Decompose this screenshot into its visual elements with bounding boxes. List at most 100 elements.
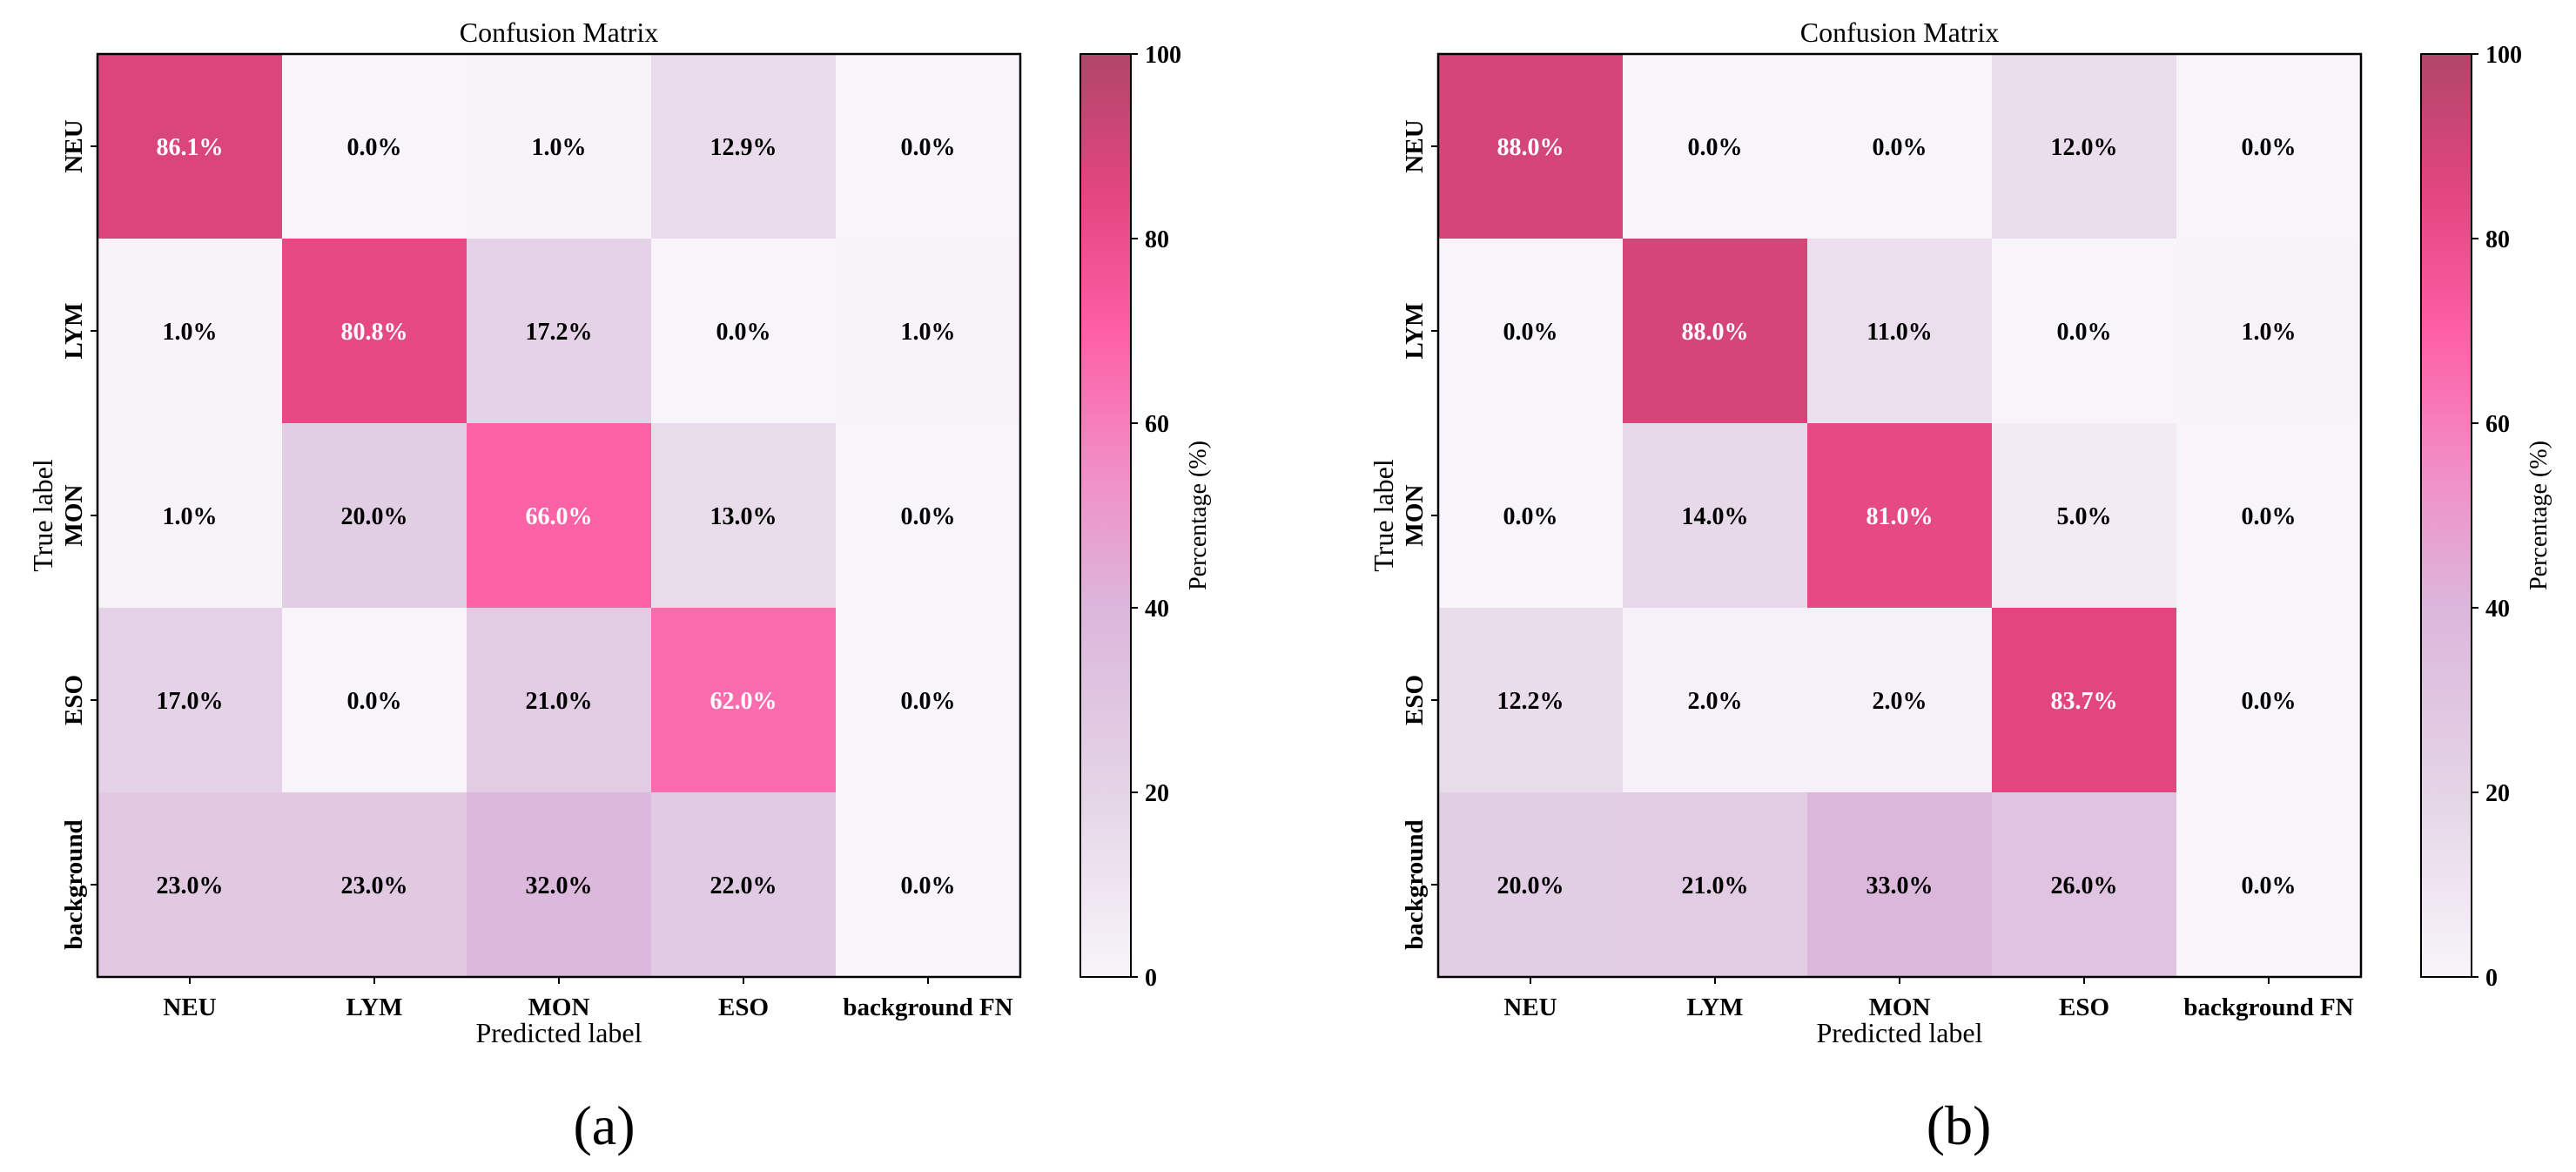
heatmap-cell (282, 608, 467, 793)
cell-value-label: 1.0% (532, 134, 587, 161)
heatmap-cell (1807, 54, 1993, 239)
cell-value-label: 81.0% (1866, 503, 1934, 530)
colorbar-tick-label: 40 (2485, 596, 2510, 623)
y-tick-label: NEU (1401, 119, 1429, 172)
heatmap-cell (836, 792, 1021, 978)
cell-value-label: 0.0% (716, 319, 771, 346)
cell-value-label: 20.0% (1497, 872, 1564, 899)
cell-value-label: 13.0% (710, 503, 777, 530)
confusion-matrix-panel-a: Confusion Matrix 86.1% 0.0% 1.0% 12.9% 0.0% 1… (27, 17, 1212, 1156)
colorbar: 0 20 40 60 80 100 Percentage (%) (2420, 42, 2552, 992)
heatmap-cell (1992, 608, 2177, 793)
chart-title: Confusion Matrix (1800, 17, 1999, 48)
heatmap-cell (282, 792, 467, 978)
heatmap-cell (651, 239, 837, 424)
heatmap-cell (282, 54, 467, 239)
cell-value-label: 66.0% (526, 503, 593, 530)
x-tick-labels: NEU LYM MON ESO background FN (1503, 977, 2354, 1021)
cell-value-label: 0.0% (347, 688, 402, 715)
x-tick-label: LYM (346, 994, 403, 1021)
cell-value-label: 2.0% (1688, 688, 1743, 715)
heatmap-cells: 86.1% 0.0% 1.0% 12.9% 0.0% 1.0% 80.8% 17.2% 0.0%… (98, 54, 1021, 978)
cell-value-label: 12.2% (1497, 688, 1564, 715)
heatmap-cell (1623, 239, 1808, 424)
y-tick-label: ESO (60, 675, 88, 725)
cell-value-label: 0.0% (1503, 503, 1558, 530)
heatmap-cell (1438, 54, 1624, 239)
x-tick-label: NEU (163, 994, 216, 1021)
heatmap-cell (467, 608, 652, 793)
heatmap-cell (98, 423, 283, 609)
cell-value-label: 62.0% (710, 688, 777, 715)
x-tick-label: LYM (1687, 994, 1744, 1021)
colorbar-tick-label: 100 (2485, 42, 2522, 69)
heatmap-cell (1438, 608, 1624, 793)
cell-value-label: 0.0% (2242, 134, 2297, 161)
x-tick-label: NEU (1503, 994, 1557, 1021)
cell-value-label: 14.0% (1682, 503, 1749, 530)
y-tick-label: MON (60, 485, 88, 547)
cell-value-label: 5.0% (2057, 503, 2112, 530)
heatmap-cell (1438, 239, 1624, 424)
cell-value-label: 1.0% (2242, 319, 2297, 346)
cell-value-label: 0.0% (347, 134, 402, 161)
cell-value-label: 0.0% (901, 503, 956, 530)
cell-value-label: 33.0% (1866, 872, 1934, 899)
heatmap-cell (1992, 423, 2177, 609)
heatmap-cell (1438, 792, 1624, 978)
cell-value-label: 2.0% (1873, 688, 1927, 715)
cell-value-label: 1.0% (163, 319, 218, 346)
cell-value-label: 88.0% (1682, 319, 1749, 346)
colorbar-ticks: 0 20 40 60 80 100 (1131, 42, 1181, 992)
colorbar-tick-label: 20 (1145, 780, 1169, 807)
x-tick-label: background FN (843, 994, 1012, 1021)
heatmap-cells: 88.0% 0.0% 0.0% 12.0% 0.0% 0.0% 88.0% 11.0% 0.0%… (1438, 54, 2362, 978)
heatmap-cell (282, 423, 467, 609)
heatmap-cell (2176, 792, 2362, 978)
heatmap-cell (98, 239, 283, 424)
colorbar-tick-label: 0 (1145, 965, 1157, 992)
cell-value-label: 21.0% (1682, 872, 1749, 899)
heatmap-cell (651, 792, 837, 978)
heatmap-cell (2176, 239, 2362, 424)
cell-value-label: 12.9% (710, 134, 777, 161)
cell-value-label: 21.0% (526, 688, 593, 715)
heatmap-cell (651, 54, 837, 239)
colorbar-gradient (2420, 53, 2472, 978)
cell-value-label: 0.0% (901, 134, 956, 161)
y-tick-label: ESO (1401, 675, 1429, 725)
cell-value-label: 26.0% (2051, 872, 2118, 899)
cell-value-label: 20.0% (341, 503, 408, 530)
panel-label-b: (b) (1927, 1095, 1992, 1156)
cell-value-label: 0.0% (1873, 134, 1927, 161)
cell-value-label: 83.7% (2051, 688, 2118, 715)
cell-value-label: 0.0% (901, 872, 956, 899)
x-tick-label: MON (1869, 994, 1931, 1021)
heatmap-cell (836, 239, 1021, 424)
confusion-matrix-panel-b: Confusion Matrix 88.0% 0.0% 0.0% 12.0% 0.0% 0… (1368, 17, 2552, 1156)
heatmap-cell (98, 54, 283, 239)
x-tick-labels: NEU LYM MON ESO background FN (163, 977, 1013, 1021)
y-tick-labels: NEU LYM MON ESO background (60, 119, 98, 950)
cell-value-label: 86.1% (157, 134, 224, 161)
heatmap-cell (1807, 608, 1993, 793)
heatmap-cell (1623, 54, 1808, 239)
heatmap-cell (651, 423, 837, 609)
colorbar-tick-label: 60 (1145, 411, 1169, 438)
chart-title: Confusion Matrix (460, 17, 658, 48)
y-axis-label: True label (27, 459, 58, 572)
y-tick-label: LYM (1401, 303, 1429, 360)
colorbar-gradient (1079, 53, 1132, 978)
cell-value-label: 0.0% (1503, 319, 1558, 346)
heatmap-cell (98, 792, 283, 978)
x-axis-label: Predicted label (1816, 1017, 1982, 1048)
y-tick-label: background (1401, 819, 1429, 949)
y-tick-labels: NEU LYM MON ESO background (1401, 119, 1438, 950)
colorbar-tick-label: 80 (1145, 226, 1169, 253)
cell-value-label: 23.0% (157, 872, 224, 899)
heatmap-cell (1992, 54, 2177, 239)
heatmap-cell (1623, 423, 1808, 609)
cell-value-label: 0.0% (2242, 503, 2297, 530)
heatmap-cell (1438, 423, 1624, 609)
